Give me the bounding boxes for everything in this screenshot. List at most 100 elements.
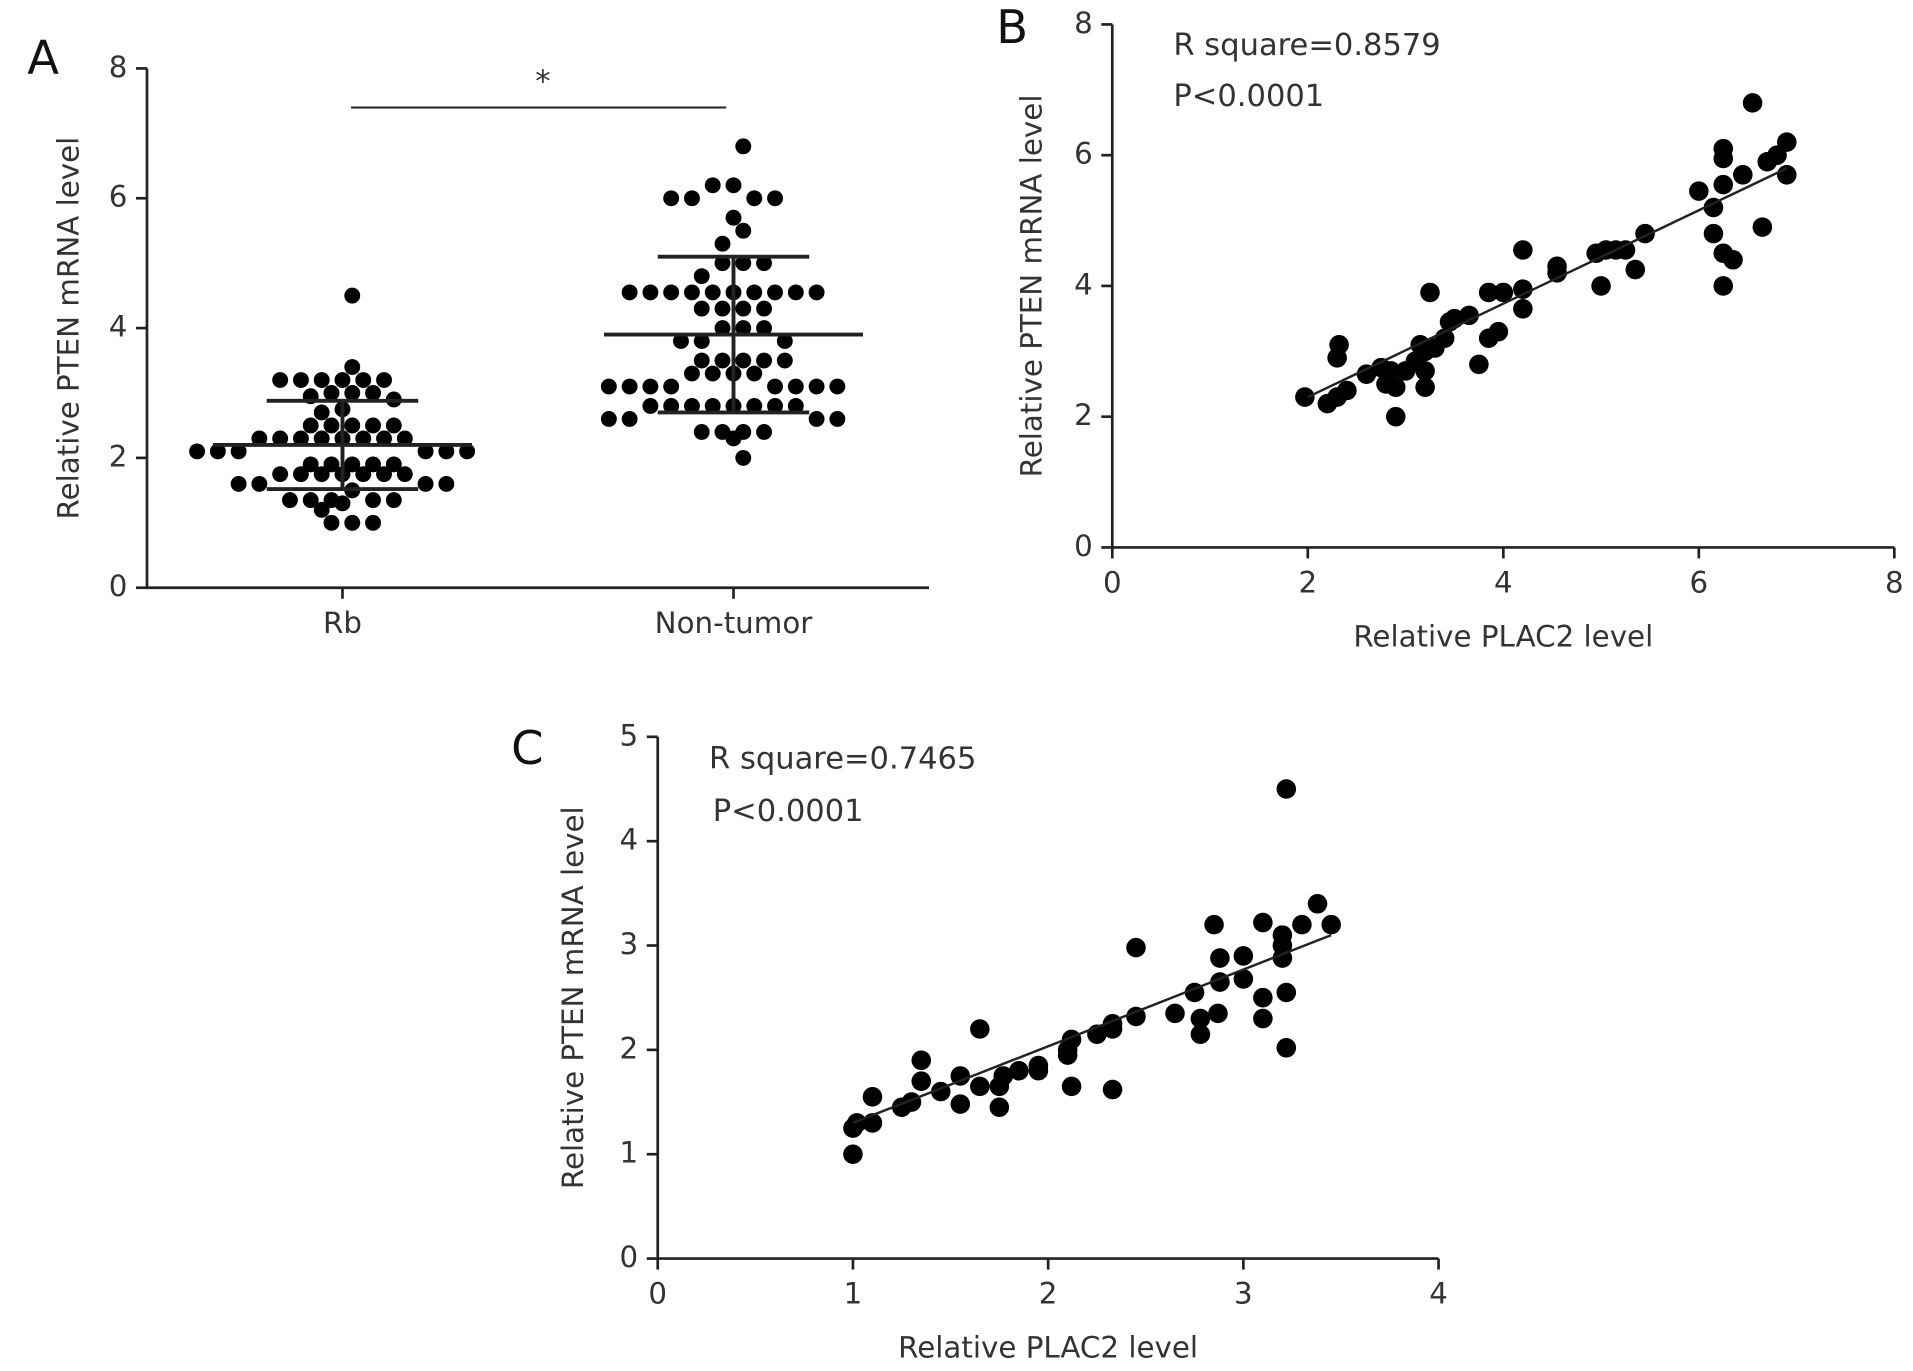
- data-point: [313, 404, 330, 421]
- data-point: [1253, 987, 1273, 1008]
- data-point: [704, 365, 721, 382]
- data-point: [714, 300, 731, 317]
- panel-label: C: [511, 721, 543, 775]
- data-point: [365, 514, 381, 531]
- data-point: [365, 492, 381, 509]
- data-point: [355, 372, 372, 388]
- x-tick-label: 6: [1689, 566, 1708, 600]
- x-tick-label: Rb: [323, 606, 362, 640]
- data-point: [725, 177, 742, 194]
- data-point: [313, 372, 330, 388]
- data-point: [767, 190, 783, 207]
- data-point: [365, 456, 381, 473]
- data-point: [1381, 361, 1401, 381]
- data-point: [735, 352, 752, 369]
- data-point: [1777, 132, 1797, 152]
- data-point: [756, 320, 772, 337]
- data-point: [365, 417, 381, 434]
- data-point: [302, 456, 319, 473]
- data-point: [385, 456, 402, 473]
- data-point: [704, 177, 721, 194]
- data-point: [767, 284, 783, 301]
- data-point: [251, 430, 268, 447]
- annotation: *: [535, 65, 550, 100]
- y-tick-label: 1: [620, 1136, 639, 1170]
- data-point: [365, 385, 381, 401]
- annotation: P<0.0001: [1173, 79, 1324, 114]
- data-point: [292, 372, 309, 388]
- data-point: [787, 284, 804, 301]
- data-point: [684, 365, 700, 382]
- x-tick-label: 4: [1494, 566, 1513, 600]
- data-point: [1057, 1045, 1078, 1065]
- data-point: [970, 1019, 990, 1039]
- data-point: [684, 284, 700, 301]
- data-point: [1295, 387, 1315, 407]
- data-point: [735, 449, 752, 466]
- data-point: [911, 1071, 932, 1091]
- annotation: R square=0.8579: [1173, 28, 1440, 63]
- data-point: [292, 466, 309, 483]
- y-axis-title: Relative PTEN mRNA level: [1014, 95, 1048, 478]
- data-point: [704, 398, 721, 414]
- data-point: [1478, 282, 1499, 303]
- data-point: [189, 443, 206, 460]
- data-point: [313, 501, 330, 518]
- y-tick-label: 0: [109, 569, 128, 603]
- x-tick-label: 1: [844, 1277, 863, 1311]
- data-point: [438, 443, 455, 460]
- data-point: [251, 475, 268, 492]
- data-point: [376, 466, 392, 483]
- data-point: [735, 138, 752, 155]
- data-point: [693, 300, 710, 317]
- data-point: [735, 255, 752, 272]
- data-point: [272, 466, 289, 483]
- y-tick-label: 2: [620, 1031, 639, 1065]
- data-point: [323, 514, 340, 531]
- x-tick-label: 2: [1298, 566, 1317, 600]
- x-axis-title: Relative PLAC2 level: [898, 1331, 1198, 1365]
- data-point: [1733, 165, 1753, 185]
- data-point: [1272, 925, 1293, 945]
- data-point: [385, 492, 402, 509]
- data-point: [355, 466, 372, 483]
- panel-label: B: [996, 0, 1028, 54]
- y-tick-label: 4: [620, 823, 639, 857]
- data-point: [1420, 282, 1440, 303]
- data-point: [663, 190, 680, 207]
- data-point: [756, 424, 772, 440]
- data-point: [621, 378, 638, 395]
- data-point: [323, 385, 340, 401]
- panel-label: A: [27, 31, 59, 85]
- y-tick-label: 2: [1074, 398, 1093, 432]
- data-point: [1493, 282, 1514, 303]
- data-point: [1547, 263, 1567, 283]
- data-point: [621, 284, 638, 301]
- data-point: [230, 443, 247, 460]
- regression-line: [852, 933, 1332, 1125]
- data-point: [1210, 948, 1230, 968]
- data-point: [1356, 364, 1377, 384]
- data-point: [344, 359, 361, 375]
- data-point: [281, 492, 298, 509]
- data-point: [272, 430, 289, 447]
- data-point: [746, 365, 763, 382]
- data-point: [1126, 937, 1146, 958]
- data-point: [725, 430, 742, 447]
- data-point: [323, 456, 340, 473]
- data-point: [302, 417, 319, 434]
- data-point: [1591, 276, 1611, 296]
- data-point: [693, 424, 710, 440]
- data-point: [911, 1050, 932, 1071]
- data-point: [1233, 969, 1254, 989]
- y-tick-label: 4: [109, 310, 128, 344]
- data-point: [417, 475, 434, 492]
- data-point: [438, 475, 455, 492]
- data-point: [756, 255, 772, 272]
- data-point: [1469, 354, 1489, 375]
- data-point: [1713, 174, 1734, 195]
- data-point: [1329, 334, 1349, 355]
- data-point: [344, 287, 361, 304]
- data-point: [417, 443, 434, 460]
